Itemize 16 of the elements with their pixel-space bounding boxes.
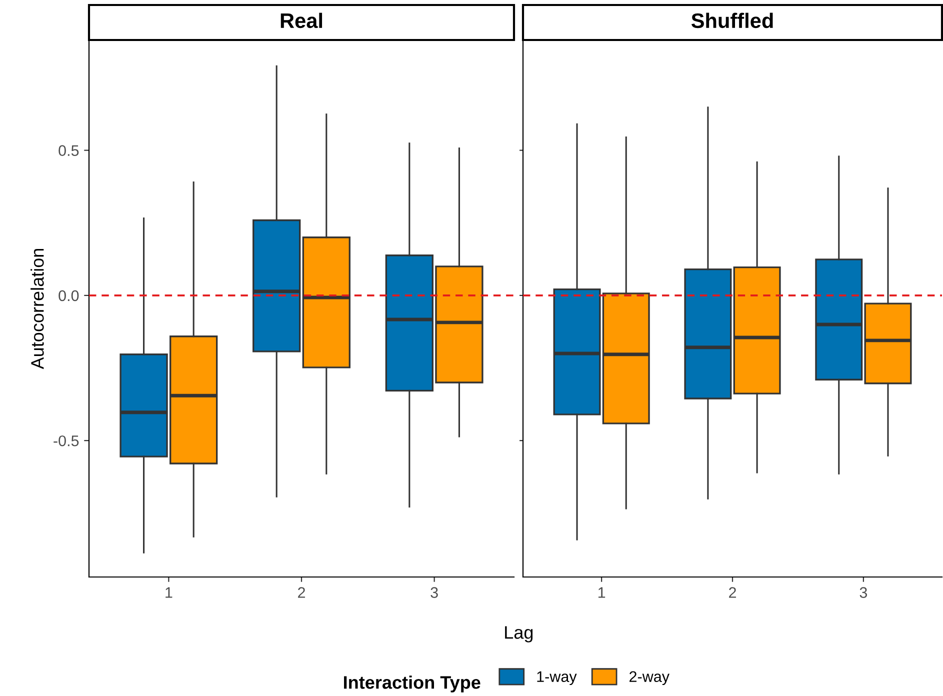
y-tick-label: 0.5 xyxy=(58,145,79,156)
chart-title: Real xyxy=(280,12,322,28)
legend-title: Interaction Type xyxy=(344,676,480,692)
x-tick-label: 3 xyxy=(860,587,868,598)
x-axis-title: Lag xyxy=(505,626,533,642)
legend-label: 2-way xyxy=(630,671,670,686)
y-tick-label: -0.5 xyxy=(54,435,79,446)
chart-title: Shuffled xyxy=(691,12,773,28)
legend-label: 1-way xyxy=(537,671,577,686)
y-axis-title: Autocorrelation xyxy=(30,248,44,370)
x-tick-label: 1 xyxy=(598,587,606,598)
x-tick-label: 2 xyxy=(729,587,736,598)
x-tick-label: 1 xyxy=(166,587,172,598)
x-tick-label: 2 xyxy=(298,587,305,598)
x-tick-label: 3 xyxy=(430,587,438,598)
y-tick-label: 0.0 xyxy=(58,290,79,302)
